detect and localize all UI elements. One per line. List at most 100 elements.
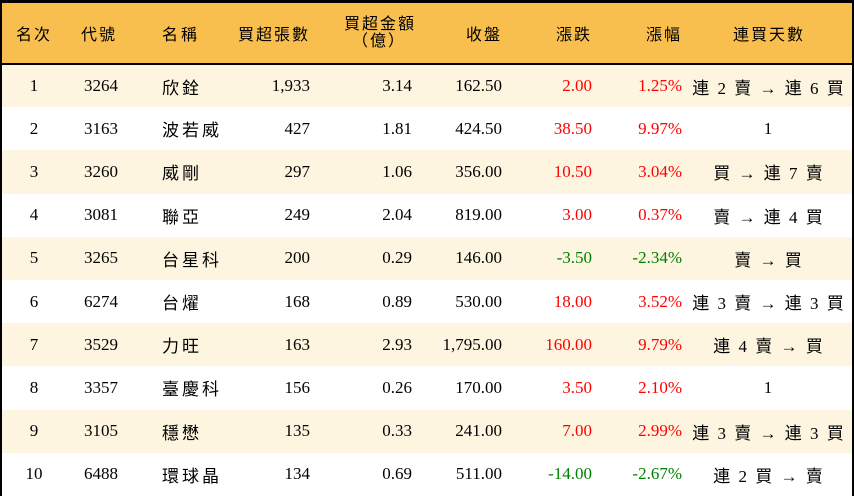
header-change-pct: 漲幅: [645, 27, 682, 44]
cell-rank: 3: [29, 161, 39, 181]
cell-change: 160.00: [545, 334, 592, 354]
header-net-buy-amount-line1: 買超金額: [343, 16, 416, 33]
cell-streak: 連 3 賣 → 連 3 買: [692, 294, 846, 314]
table-row: 4 3081 聯亞 249 2.04 819.00 3.00 0.37% 賣 →…: [2, 193, 852, 237]
cell-change: 7.00: [562, 421, 592, 441]
cell-change: 3.50: [562, 377, 592, 397]
cell-net-buy-amount: 3.14: [382, 76, 412, 96]
cell-streak: 連 2 賣 → 連 6 買: [692, 78, 846, 98]
cell-net-buy-lots: 163: [284, 334, 311, 354]
header-close: 收盤: [465, 27, 502, 44]
cell-net-buy-lots: 134: [284, 464, 311, 484]
cell-close: 170.00: [455, 377, 502, 397]
cell-code: 3260: [84, 161, 118, 181]
header-change: 漲跌: [555, 27, 592, 44]
header-streak: 連買天數: [732, 27, 805, 44]
cell-net-buy-amount: 0.89: [382, 291, 412, 311]
cell-code: 3265: [84, 248, 118, 268]
cell-change: -3.50: [556, 248, 592, 268]
cell-name: 波若威: [162, 121, 222, 141]
cell-name: 穩懋: [162, 423, 202, 443]
header-rank: 名次: [15, 27, 52, 44]
cell-change: 18.00: [553, 291, 592, 311]
net-buy-ranking-table: 名次 代號 名稱 買超張數 買超金額 （億） 收盤 漲跌 漲幅 連買天數 1 3…: [2, 3, 852, 496]
table-row: 9 3105 穩懋 135 0.33 241.00 7.00 2.99% 連 3…: [2, 409, 852, 453]
cell-net-buy-lots: 200: [284, 248, 311, 268]
cell-change: 3.00: [562, 205, 592, 225]
cell-change-pct: -2.34%: [632, 248, 682, 268]
cell-net-buy-amount: 2.93: [382, 334, 412, 354]
cell-change-pct: 9.97%: [638, 118, 682, 138]
cell-net-buy-lots: 297: [284, 161, 311, 181]
cell-change-pct: 2.10%: [638, 377, 682, 397]
cell-net-buy-amount: 0.29: [382, 248, 412, 268]
cell-change: 38.50: [553, 118, 592, 138]
table-row: 8 3357 臺慶科 156 0.26 170.00 3.50 2.10% 1: [2, 366, 852, 410]
cell-close: 146.00: [455, 248, 502, 268]
cell-rank: 6: [29, 291, 39, 311]
cell-code: 6488: [84, 464, 118, 484]
cell-change: 2.00: [562, 76, 592, 96]
table-row: 2 3163 波若威 427 1.81 424.50 38.50 9.97% 1: [2, 107, 852, 151]
cell-net-buy-lots: 168: [284, 291, 311, 311]
cell-net-buy-lots: 1,933: [271, 76, 310, 96]
cell-code: 6274: [84, 291, 118, 311]
cell-change-pct: 0.37%: [638, 205, 682, 225]
cell-code: 3264: [84, 76, 118, 96]
table-row: 1 3264 欣銓 1,933 3.14 162.50 2.00 1.25% 連…: [2, 64, 852, 108]
cell-streak: 連 2 買 → 賣: [713, 466, 825, 486]
cell-net-buy-amount: 1.06: [382, 161, 412, 181]
cell-code: 3529: [84, 334, 118, 354]
cell-net-buy-lots: 156: [284, 377, 311, 397]
cell-rank: 1: [29, 76, 39, 96]
cell-rank: 10: [25, 464, 43, 484]
cell-close: 530.00: [455, 291, 502, 311]
cell-net-buy-lots: 135: [284, 421, 311, 441]
cell-name: 臺慶科: [162, 380, 222, 400]
cell-close: 1,795.00: [442, 334, 503, 354]
cell-name: 台星科: [162, 250, 222, 270]
table-row: 6 6274 台燿 168 0.89 530.00 18.00 3.52% 連 …: [2, 279, 852, 324]
cell-close: 241.00: [455, 421, 502, 441]
header-net-buy-amount: 買超金額 （億）: [314, 3, 416, 64]
cell-net-buy-lots: 249: [284, 205, 311, 225]
cell-net-buy-amount: 0.26: [382, 377, 412, 397]
cell-net-buy-amount: 2.04: [382, 205, 412, 225]
cell-name: 聯亞: [162, 207, 202, 227]
table-row: 3 3260 威剛 297 1.06 356.00 10.50 3.04% 買 …: [2, 150, 852, 194]
cell-change-pct: 9.79%: [638, 334, 682, 354]
cell-change-pct: 1.25%: [638, 76, 682, 96]
cell-streak: 賣 → 連 4 買: [713, 207, 825, 227]
cell-net-buy-amount: 0.69: [382, 464, 412, 484]
cell-net-buy-lots: 427: [284, 118, 311, 138]
header-name: 名稱: [162, 27, 201, 44]
table-row: 5 3265 台星科 200 0.29 146.00 -3.50 -2.34% …: [2, 236, 852, 280]
cell-change: -14.00: [548, 464, 592, 484]
cell-name: 台燿: [162, 294, 202, 314]
cell-change-pct: 3.04%: [638, 161, 682, 181]
cell-code: 3163: [84, 118, 118, 138]
cell-change-pct: 2.99%: [638, 421, 682, 441]
cell-close: 162.50: [455, 76, 502, 96]
cell-name: 力旺: [162, 337, 202, 357]
cell-streak: 連 3 賣 → 連 3 買: [692, 423, 846, 443]
cell-change-pct: -2.67%: [632, 464, 682, 484]
cell-streak: 買 → 連 7 賣: [713, 164, 825, 184]
cell-streak: 賣 → 買: [734, 250, 804, 270]
table-row: 7 3529 力旺 163 2.93 1,795.00 160.00 9.79%…: [2, 323, 852, 367]
cell-name: 環球晶: [162, 466, 222, 486]
header-code: 代號: [80, 27, 117, 44]
table-row: 10 6488 環球晶 134 0.69 511.00 -14.00 -2.67…: [2, 452, 852, 496]
cell-streak: 1: [763, 377, 775, 397]
cell-change-pct: 3.52%: [638, 291, 682, 311]
cell-close: 424.50: [455, 118, 502, 138]
cell-rank: 4: [29, 205, 39, 225]
cell-close: 819.00: [455, 205, 502, 225]
cell-rank: 5: [29, 248, 39, 268]
cell-code: 3357: [84, 377, 118, 397]
cell-close: 511.00: [455, 464, 502, 484]
cell-change: 10.50: [553, 161, 592, 181]
cell-close: 356.00: [455, 161, 502, 181]
header-net-buy-amount-line2: （億）: [351, 33, 406, 50]
